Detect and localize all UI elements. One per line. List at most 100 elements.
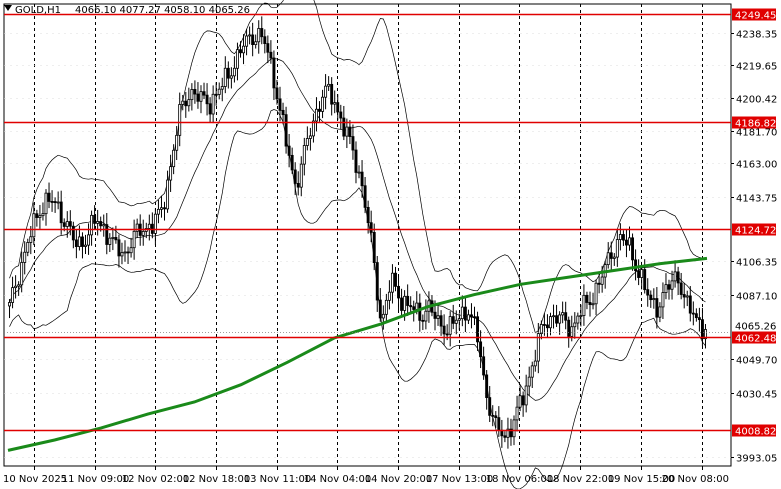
candle-body (506, 428, 510, 438)
level-tag-text: 4186.82 (735, 119, 776, 130)
candle-body (561, 312, 565, 316)
candle-body (17, 284, 21, 287)
candle-body (558, 314, 562, 324)
candle-body (457, 318, 461, 321)
level-tag-text: 4062.48 (735, 334, 776, 345)
candle-body (135, 223, 139, 232)
candle-body (451, 316, 455, 324)
candle-body (473, 316, 476, 319)
candle-body (132, 230, 136, 249)
candle-body (673, 271, 677, 282)
candle-body (84, 244, 87, 247)
candle-body (169, 166, 173, 181)
candle-body (470, 314, 473, 318)
candle-body (239, 49, 242, 54)
candle-body (366, 206, 370, 224)
candle-body (585, 294, 589, 303)
candle-body (545, 324, 549, 329)
candle-body (387, 291, 391, 301)
ohlc-values: 4066.10 4077.27 4058.10 4065.26 (75, 5, 250, 16)
candle-body (333, 102, 337, 105)
candle-body (670, 280, 674, 290)
candle-body (403, 295, 407, 311)
candle-body (564, 312, 568, 321)
candle-body (518, 395, 522, 408)
candle-body (664, 284, 668, 294)
candle-body (336, 102, 340, 113)
candle-body (497, 417, 501, 431)
band-middle (9, 58, 706, 401)
candle-body (463, 306, 467, 321)
candle-body (299, 163, 303, 188)
candle-body (102, 224, 106, 227)
y-tick-label: 4087.10 (736, 292, 777, 303)
candle-body (640, 269, 644, 278)
candle-body (114, 237, 118, 241)
candle-body (311, 120, 315, 137)
level-tag-text: 4124.72 (735, 226, 776, 237)
candle-body (357, 171, 361, 174)
chart-grid (3, 3, 732, 467)
candle-body (415, 302, 419, 310)
x-tick-label: 18 Nov 06:00 (486, 474, 553, 485)
candle-body (521, 395, 525, 406)
candle-body (351, 136, 355, 151)
level-tag: 4249.45 (732, 8, 776, 22)
level-tag-bg (732, 116, 776, 129)
candle-body (682, 294, 686, 298)
candle-body (129, 247, 133, 254)
candle-body (530, 365, 534, 378)
candle-body (199, 91, 203, 102)
candle-body (65, 221, 69, 227)
candle-body (117, 239, 121, 257)
level-tag-bg (732, 424, 776, 437)
level-tag: 4008.82 (732, 424, 776, 438)
candle-body (38, 215, 42, 218)
candle-body (41, 213, 45, 217)
candle-body (381, 313, 385, 319)
moving-average (7, 256, 708, 452)
candle-body (579, 315, 583, 317)
candle-body (549, 316, 552, 329)
x-tick-label: 17 Nov 13:00 (426, 474, 493, 485)
candle-body (339, 111, 343, 119)
candle-body (509, 428, 513, 438)
candle-body (293, 169, 297, 184)
candle-body (120, 252, 124, 257)
candle-body (418, 302, 422, 321)
level-tag: 4186.82 (732, 116, 776, 130)
candle-body (35, 213, 39, 218)
candle-body (375, 262, 379, 301)
candle-body (482, 356, 486, 376)
candle-body (409, 305, 413, 308)
candle-body (442, 325, 446, 335)
candle-body (269, 51, 273, 59)
header-triangle-icon (4, 5, 12, 11)
candle-body (685, 295, 689, 298)
x-tick-label: 12 Nov 18:00 (183, 474, 250, 485)
candle-body (50, 201, 54, 203)
candle-body (354, 149, 358, 173)
candle-body (697, 317, 701, 321)
candle-body (466, 314, 470, 321)
candle-body (637, 270, 641, 278)
y-tick-label: 4163.00 (736, 160, 777, 171)
candle-body (254, 41, 258, 46)
candle-body (80, 236, 84, 247)
candle-body (600, 276, 604, 285)
candle-body (278, 98, 282, 111)
candle-body (196, 93, 200, 102)
y-tick-label: 4219.65 (736, 62, 777, 73)
level-tag-bg (732, 223, 776, 236)
candle-body (588, 302, 592, 305)
candle-body (448, 316, 452, 335)
candle-body (251, 34, 255, 46)
candle-body (539, 324, 543, 335)
candle-body (44, 192, 48, 215)
candle-body (342, 117, 346, 137)
candle-body (190, 89, 194, 101)
candle-body (235, 49, 239, 69)
plot-frame (3, 3, 732, 467)
candle-body (74, 239, 78, 247)
candle-body (59, 201, 63, 224)
